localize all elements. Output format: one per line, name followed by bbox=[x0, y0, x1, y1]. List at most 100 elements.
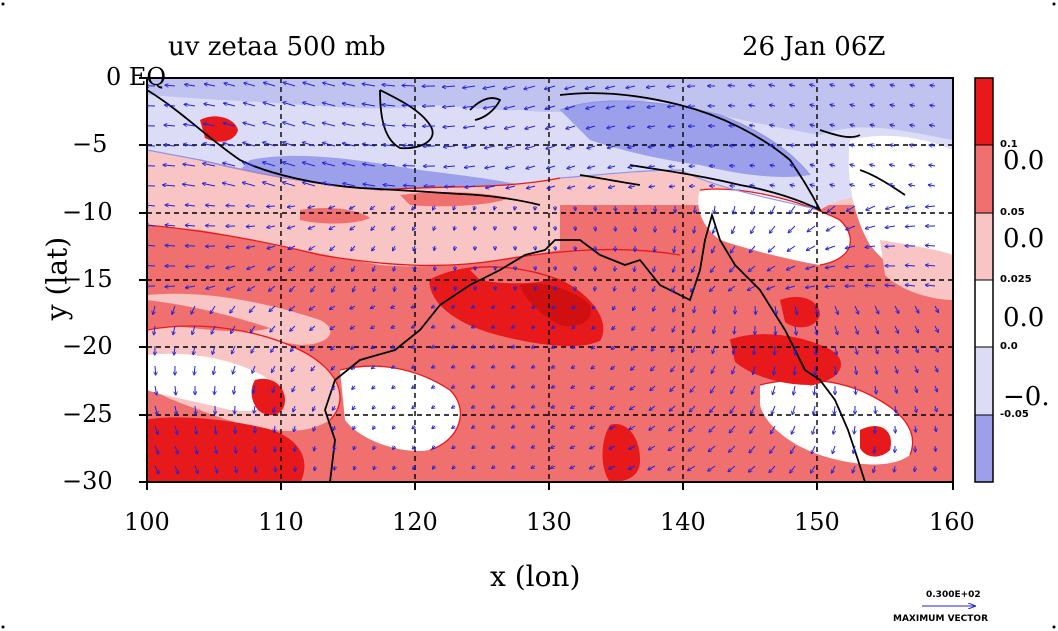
wind-vector bbox=[454, 225, 455, 230]
wind-vector bbox=[243, 103, 256, 107]
wind-vector bbox=[712, 245, 716, 253]
wind-vector bbox=[226, 266, 236, 268]
wind-vector bbox=[274, 425, 275, 432]
wind-vector bbox=[267, 226, 276, 228]
wind-vector bbox=[183, 144, 196, 146]
wind-vector bbox=[930, 105, 936, 106]
wind-vector bbox=[332, 385, 335, 390]
wind-vector bbox=[606, 85, 616, 89]
wind-vector bbox=[827, 205, 836, 212]
wind-vector bbox=[392, 426, 395, 429]
wind-vector bbox=[770, 145, 776, 146]
wind-vector bbox=[774, 365, 776, 375]
wind-vector bbox=[402, 85, 416, 86]
wind-vector bbox=[431, 306, 435, 308]
wind-vector bbox=[492, 466, 495, 468]
wind-vector bbox=[283, 142, 296, 147]
wind-vector bbox=[212, 345, 216, 354]
x-tick-140: 140 bbox=[660, 508, 706, 536]
wind-vector bbox=[688, 465, 696, 471]
wind-vector bbox=[191, 305, 196, 314]
wind-vector bbox=[669, 186, 676, 187]
wind-vector bbox=[673, 265, 675, 272]
wind-vector bbox=[412, 406, 415, 409]
wind-vector bbox=[731, 385, 736, 394]
wind-vector bbox=[353, 285, 355, 292]
wind-vector bbox=[753, 365, 755, 375]
wind-vector bbox=[294, 425, 295, 432]
wind-vector bbox=[243, 162, 256, 167]
wind-vector bbox=[850, 145, 856, 147]
wind-vector bbox=[772, 405, 776, 414]
wind-vector bbox=[714, 205, 715, 214]
wind-vector bbox=[165, 85, 176, 86]
wind-vector bbox=[909, 185, 916, 186]
wind-vector bbox=[531, 446, 536, 448]
wind-vector bbox=[264, 83, 276, 87]
wind-vector bbox=[571, 386, 576, 388]
wind-vector bbox=[592, 346, 596, 349]
wind-vector bbox=[810, 165, 816, 166]
wind-vector bbox=[195, 445, 197, 454]
wind-vector bbox=[463, 126, 476, 128]
wind-vector bbox=[555, 245, 556, 250]
wind-vector bbox=[773, 385, 776, 395]
wind-vector bbox=[730, 265, 736, 272]
wind-vector bbox=[552, 306, 555, 309]
wind-vector bbox=[566, 125, 576, 129]
wind-vector bbox=[275, 465, 276, 472]
wind-vector bbox=[749, 105, 756, 106]
wind-vector bbox=[846, 225, 856, 230]
wind-vector bbox=[206, 205, 216, 206]
wind-vector bbox=[875, 385, 876, 394]
wind-vector bbox=[269, 285, 276, 291]
wind-vector bbox=[432, 426, 435, 429]
wind-vector bbox=[203, 124, 216, 127]
wind-vector bbox=[192, 325, 196, 335]
wind-vector bbox=[174, 345, 175, 355]
wind-vector bbox=[791, 425, 796, 434]
wind-vector bbox=[672, 285, 676, 292]
wind-vector bbox=[372, 386, 375, 389]
wind-vector bbox=[263, 102, 276, 107]
wind-vector bbox=[652, 325, 655, 331]
wind-vector bbox=[433, 205, 435, 210]
wind-vector bbox=[810, 85, 816, 87]
wind-vector bbox=[586, 125, 596, 129]
wind-vector bbox=[247, 265, 256, 269]
wind-vector bbox=[413, 245, 415, 251]
wind-vector bbox=[551, 406, 555, 408]
wind-vector bbox=[572, 346, 575, 348]
wind-vector bbox=[870, 105, 876, 106]
wind-vector bbox=[895, 385, 897, 393]
wind-vector bbox=[512, 306, 515, 308]
wind-vector bbox=[373, 426, 375, 429]
wind-vector bbox=[512, 326, 515, 328]
wind-vector bbox=[484, 125, 496, 128]
wind-vector bbox=[870, 184, 876, 186]
wind-vector bbox=[227, 285, 236, 290]
wind-vector bbox=[331, 345, 336, 350]
wind-vector bbox=[263, 122, 276, 127]
wind-vector bbox=[223, 183, 236, 187]
wind-vector bbox=[343, 183, 356, 187]
wind-vector bbox=[885, 285, 896, 286]
wind-vector bbox=[590, 446, 596, 449]
wind-vector bbox=[531, 406, 535, 408]
wind-vector bbox=[290, 325, 296, 331]
wind-vector bbox=[412, 446, 415, 449]
wind-vector bbox=[451, 346, 455, 348]
wind-vector bbox=[147, 245, 156, 246]
wind-vector bbox=[914, 325, 918, 333]
wind-vector bbox=[914, 305, 919, 313]
wind-vector bbox=[165, 225, 176, 226]
wind-vector bbox=[323, 103, 336, 107]
wind-vector bbox=[547, 165, 556, 169]
wind-vector bbox=[813, 405, 815, 415]
wind-vector bbox=[330, 325, 336, 330]
wind-vector bbox=[362, 124, 376, 127]
wind-vector bbox=[204, 104, 216, 107]
wind-vector bbox=[832, 445, 836, 454]
wind-vector bbox=[432, 406, 435, 408]
wind-vector bbox=[308, 206, 316, 208]
